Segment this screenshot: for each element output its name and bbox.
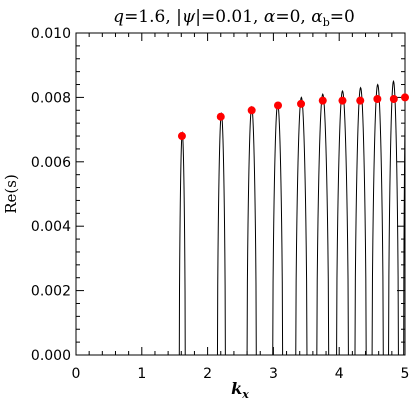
y-tick-label: 0.006 xyxy=(31,155,71,171)
y-tick-label: 0.004 xyxy=(31,219,71,235)
data-point xyxy=(247,106,256,115)
y-tick-label: 0.002 xyxy=(31,284,71,300)
y-axis-title: Re(s) xyxy=(2,174,20,214)
growth-rate-line xyxy=(76,79,405,355)
data-point xyxy=(389,95,398,104)
data-point xyxy=(338,96,347,105)
chart-title: q=1.6, |ψ|=0.01, α=0, αb=0 xyxy=(113,7,355,29)
data-point xyxy=(373,95,382,104)
x-tick-label: 4 xyxy=(335,366,344,382)
x-tick-label: 2 xyxy=(203,366,212,382)
y-tick-label: 0.010 xyxy=(31,26,71,42)
growth-rate-curve xyxy=(76,79,405,355)
x-tick-label: 0 xyxy=(72,366,81,382)
data-point xyxy=(274,101,283,110)
data-point xyxy=(356,96,365,105)
x-tick-labels: 0 1 2 3 4 5 xyxy=(72,366,409,382)
data-point xyxy=(177,132,186,141)
y-tick-label: 0.000 xyxy=(31,348,71,364)
data-point xyxy=(216,112,225,121)
x-tick-label: 3 xyxy=(269,366,278,382)
y-tick-labels: 0.000 0.002 0.004 0.006 0.008 0.010 xyxy=(31,26,71,364)
x-tick-label: 5 xyxy=(401,366,409,382)
data-point xyxy=(297,99,306,108)
x-axis-title: kx xyxy=(231,379,249,401)
data-point xyxy=(401,93,409,102)
x-tick-label: 1 xyxy=(137,366,146,382)
data-point xyxy=(318,96,327,105)
marker-series xyxy=(177,93,409,141)
y-tick-label: 0.008 xyxy=(31,90,71,106)
